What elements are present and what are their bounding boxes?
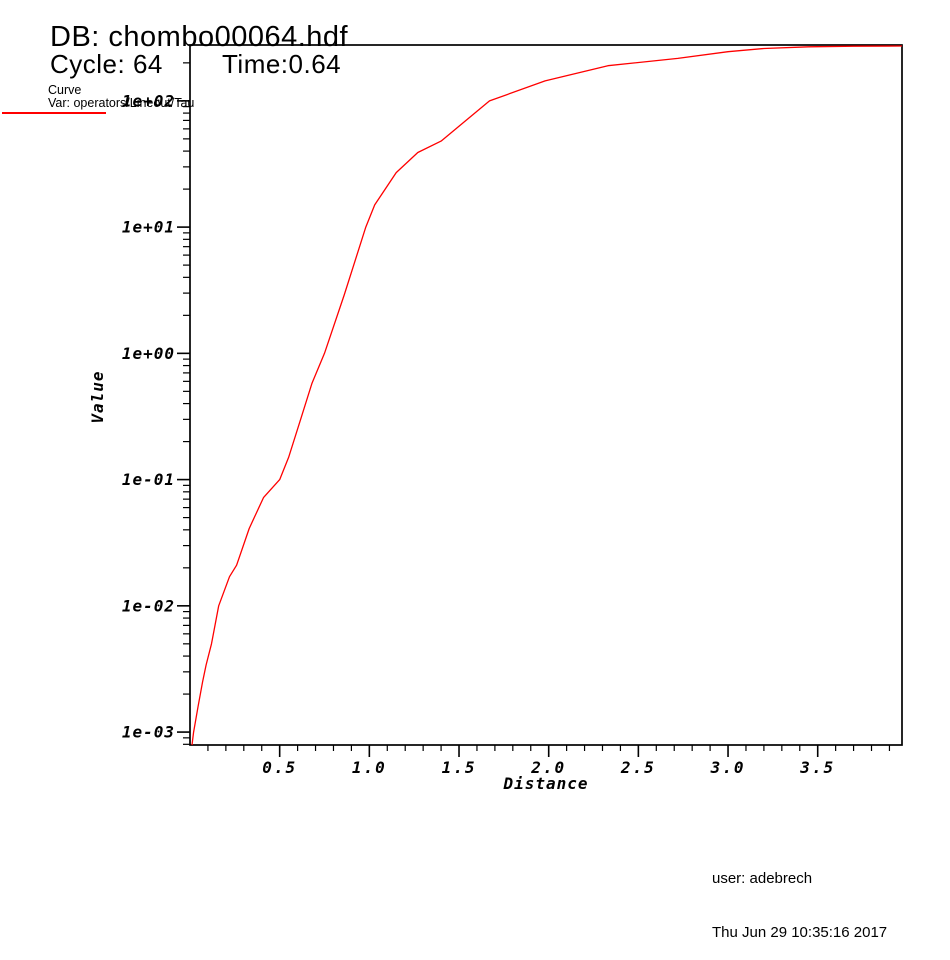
x-tick-label: 0.5 bbox=[262, 758, 297, 777]
user-label: user: adebrech bbox=[712, 870, 813, 887]
y-axis-title: Value bbox=[88, 370, 107, 423]
x-tick-label: 2.0 bbox=[530, 758, 566, 777]
legend-plot-type: Curve bbox=[48, 83, 82, 97]
curve-line bbox=[191, 45, 903, 746]
x-tick-label: 1.5 bbox=[442, 758, 477, 777]
y-tick-label: 1e-03 bbox=[122, 723, 175, 742]
time-label: Time:0.64 bbox=[222, 49, 342, 79]
x-tick-label: 2.5 bbox=[620, 758, 656, 777]
x-tick-label: 3.5 bbox=[799, 758, 835, 777]
y-tick-label: 1e-01 bbox=[122, 470, 175, 489]
y-tick-label: 1e+02 bbox=[122, 91, 175, 110]
legend-line-swatch bbox=[2, 112, 106, 114]
timestamp-label: Thu Jun 29 10:35:16 2017 bbox=[712, 924, 888, 941]
plot-frame bbox=[189, 44, 903, 746]
x-axis-title: Distance bbox=[502, 774, 588, 793]
y-tick-label: 1e-02 bbox=[122, 596, 175, 615]
legend-variable-name: Var: operators/Lineout/Tau bbox=[48, 96, 195, 110]
x-tick-label: 3.0 bbox=[710, 758, 746, 777]
curve-plot-canvas[interactable]: 1e+02 1e+01 1e+00 1e-01 1e-02 1e-03 0.5 1.0 1.5 2… bbox=[0, 0, 950, 878]
y-tick-label: 1e+00 bbox=[122, 344, 175, 363]
x-tick-label: 1.0 bbox=[352, 758, 387, 777]
session-info: user: adebrech Thu Jun 29 10:35:16 2017 bbox=[712, 834, 887, 960]
cycle-label: Cycle: 64 bbox=[50, 49, 163, 79]
y-tick-label: 1e+01 bbox=[122, 218, 175, 237]
database-title: DB: chombo00064.hdf bbox=[50, 21, 349, 53]
